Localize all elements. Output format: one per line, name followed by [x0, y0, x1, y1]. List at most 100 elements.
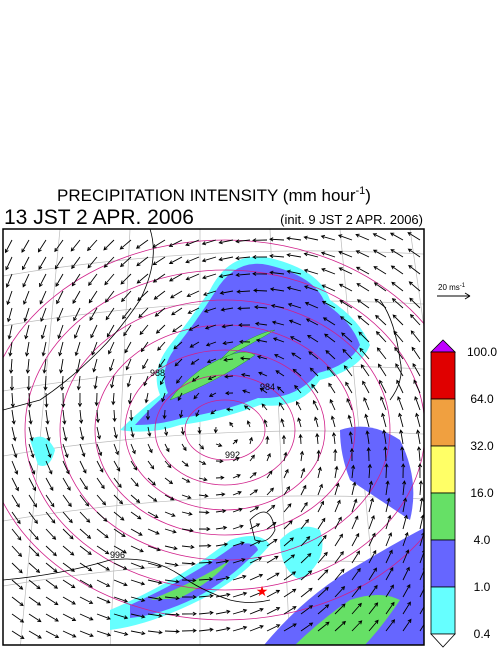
- wind-arrow: [300, 622, 314, 632]
- wind-arrow: [248, 436, 253, 445]
- wind-arrow: [39, 290, 47, 305]
- wind-arrow: [254, 321, 268, 326]
- wind-arrow: [368, 497, 374, 513]
- wind-arrow: [225, 407, 234, 412]
- wind-arrow: [402, 497, 408, 513]
- wind-arrow: [41, 341, 47, 357]
- wind-arrow: [55, 273, 64, 287]
- wind-arrow: [193, 392, 200, 400]
- wind-arrow: [210, 409, 217, 415]
- wind-arrow: [292, 368, 302, 377]
- wind-arrow: [398, 412, 404, 428]
- wind-arrow: [368, 567, 377, 581]
- wind-arrow: [120, 273, 132, 285]
- wind-arrow: [198, 577, 214, 582]
- wind-arrow: [411, 346, 421, 360]
- wind-arrow: [356, 299, 370, 309]
- wind-arrow: [300, 484, 307, 496]
- wind-arrow: [103, 256, 115, 268]
- wind-arrow: [357, 315, 370, 326]
- wind-arrow: [286, 269, 302, 275]
- wind-arrow: [54, 256, 64, 270]
- isobar-label: 988: [150, 368, 165, 378]
- wind-arrow: [351, 498, 358, 513]
- title: PRECIPITATION INTENSITY (mm hour-1): [57, 185, 371, 205]
- wind-arrow: [263, 419, 268, 428]
- wind-arrow: [74, 341, 81, 357]
- wind-arrow: [289, 336, 302, 343]
- wind-arrow: [5, 273, 13, 288]
- wind-arrow: [145, 409, 151, 421]
- wind-arrow: [62, 426, 68, 442]
- wind-arrow: [419, 497, 424, 513]
- wind-arrow: [364, 413, 370, 428]
- wind-arrow: [249, 590, 264, 598]
- wind-arrow: [249, 540, 262, 547]
- wind-arrow: [300, 467, 306, 479]
- wind-arrow: [79, 443, 86, 458]
- wind-arrow: [181, 628, 197, 633]
- valid-time: 13 JST 2 APR. 2006: [4, 206, 194, 229]
- colorbar-swatch: [430, 492, 456, 541]
- wind-arrow: [160, 375, 166, 386]
- wind-arrow: [113, 477, 122, 489]
- wind-arrow: [177, 392, 183, 402]
- wind-arrow: [330, 415, 336, 428]
- wind-arrow: [119, 239, 132, 250]
- wind-arrow: [365, 430, 370, 445]
- wind-arrow: [11, 545, 23, 557]
- wind-arrow: [171, 307, 183, 316]
- wind-arrow: [119, 256, 132, 268]
- wind-arrow: [39, 273, 47, 288]
- wind-arrow: [375, 331, 387, 343]
- wind-arrow: [26, 375, 31, 391]
- wind-arrow: [373, 266, 387, 275]
- wind-arrow: [402, 583, 411, 598]
- wind-arrow: [207, 375, 217, 380]
- wind-reference-label: 20 ms-1: [438, 283, 466, 292]
- wind-arrow: [407, 232, 421, 241]
- wind-arrow: [23, 307, 30, 323]
- wind-arrow: [57, 324, 64, 340]
- wind-arrow: [168, 273, 183, 282]
- wind-arrow: [11, 528, 22, 541]
- wind-arrow: [113, 460, 121, 472]
- wind-arrow: [414, 395, 421, 411]
- wind-arrow: [96, 426, 102, 440]
- wind-arrow: [22, 273, 30, 288]
- wind-arrow: [45, 545, 57, 557]
- wind-arrow: [77, 392, 83, 408]
- wind-arrow: [317, 621, 330, 632]
- wind-arrow: [6, 307, 13, 323]
- wind-arrow: [269, 254, 285, 259]
- wind-arrow: [415, 412, 421, 428]
- wind-arrow: [147, 494, 158, 502]
- wind-arrow: [224, 391, 234, 396]
- wind-arrow: [28, 528, 39, 541]
- wind-arrow: [232, 625, 248, 632]
- wind-arrow: [368, 480, 373, 496]
- wind-arrow: [342, 348, 353, 360]
- wind-arrow: [351, 550, 360, 564]
- wind-arrow: [130, 426, 135, 438]
- wind-arrow: [324, 333, 336, 343]
- wind-arrow: [394, 346, 404, 360]
- wind-arrow: [113, 426, 118, 439]
- wind-arrow: [372, 249, 387, 258]
- wind-arrow: [402, 549, 410, 564]
- wind-arrow: [96, 477, 105, 490]
- location-star: ★: [256, 583, 269, 599]
- wind-arrow: [235, 272, 251, 278]
- wind-arrow: [355, 250, 370, 258]
- wind-arrow: [283, 623, 297, 632]
- wind-arrow: [294, 384, 302, 394]
- wind-arrow: [62, 630, 77, 638]
- wind-arrow: [73, 307, 81, 322]
- wind-arrow: [79, 579, 93, 588]
- wind-arrow: [62, 494, 72, 508]
- precip-moderate: [340, 426, 414, 520]
- wind-arrow: [249, 506, 260, 513]
- wind-arrow: [314, 416, 319, 428]
- wind-arrow: [76, 375, 81, 391]
